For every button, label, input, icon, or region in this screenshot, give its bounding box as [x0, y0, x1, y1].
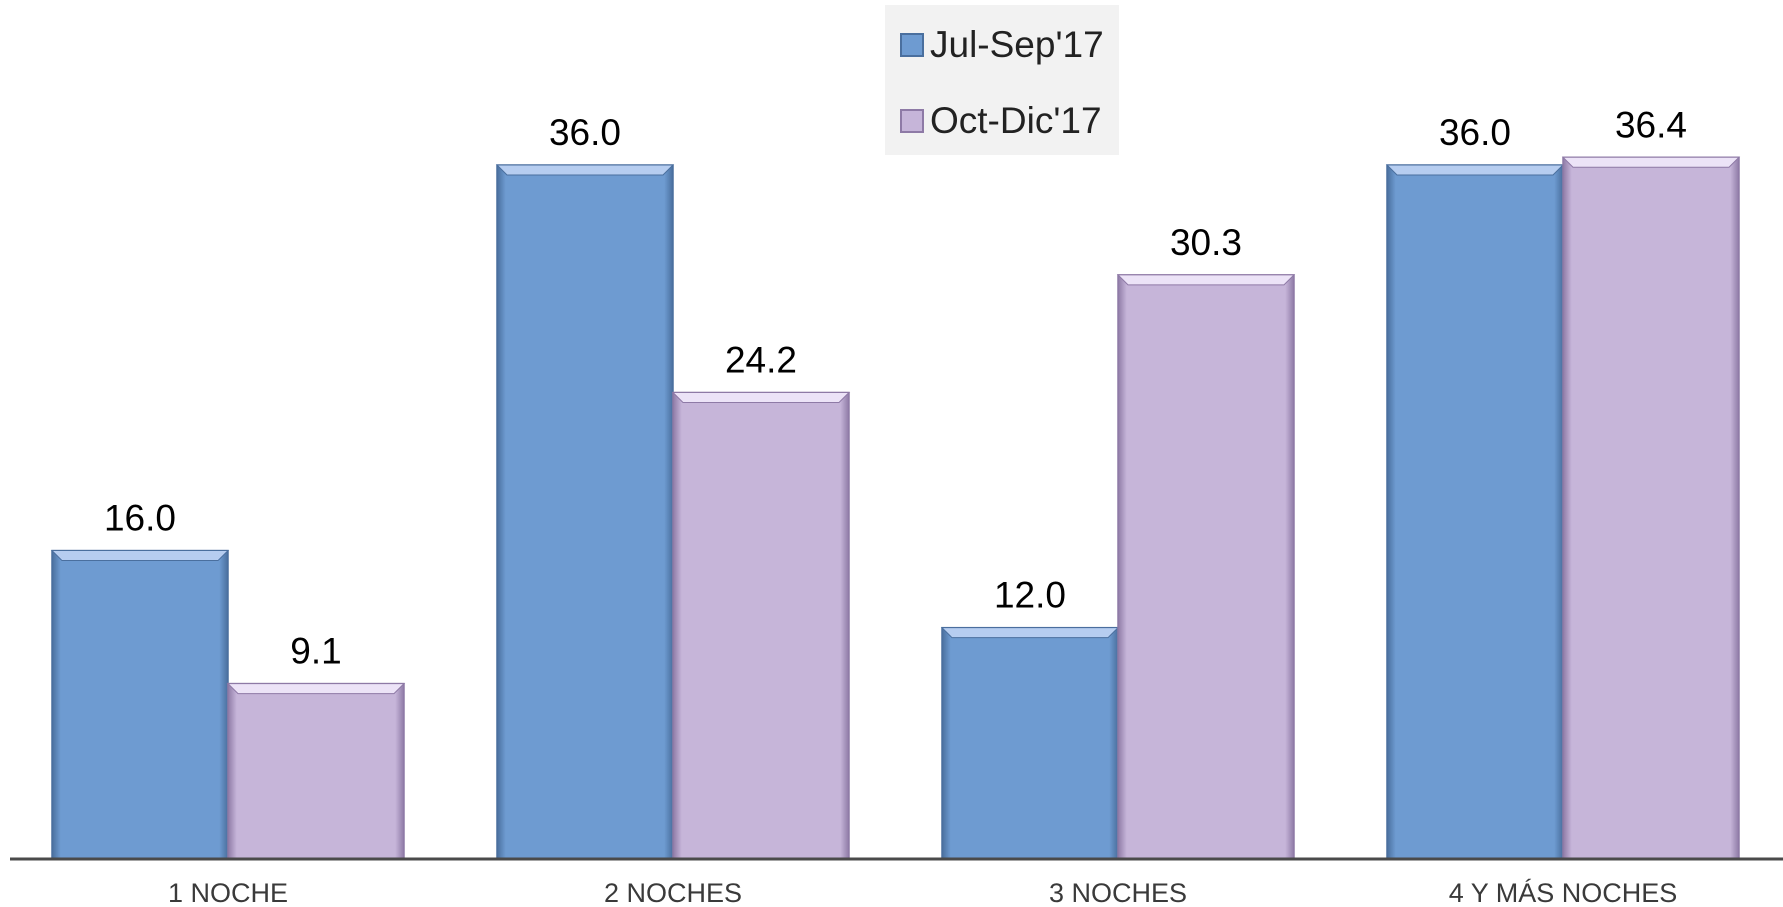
bar-bevel-series-2-2 [671, 391, 851, 403]
x-tick-label-3: 3 NOCHES [1049, 878, 1187, 907]
x-tick-label-2: 2 NOCHES [604, 878, 742, 907]
legend-label-series-2: Oct-Dic'17 [930, 100, 1102, 141]
bar-series-2-4 [1562, 156, 1740, 860]
data-label-series-1-1: 16.0 [104, 498, 176, 539]
x-tick-labels-layer: 1 NOCHE 2 NOCHES 3 NOCHES 4 Y MÁS NOCHES [168, 878, 1677, 907]
data-label-series-2-3: 30.3 [1170, 222, 1242, 263]
bar-bevel-series-1-2 [495, 164, 675, 176]
legend-swatch-series-1 [900, 33, 924, 57]
bar-series-1-1 [51, 549, 229, 860]
bar-bevel-series-1-4 [1385, 164, 1565, 176]
data-labels-layer: 16.0 9.1 36.0 24.2 12.0 30.3 36.0 36.4 [104, 104, 1687, 671]
bar-series-1-2 [496, 164, 674, 860]
data-label-series-2-2: 24.2 [725, 339, 797, 380]
bars-layer [50, 156, 1741, 860]
data-label-series-1-2: 36.0 [549, 112, 621, 153]
data-label-series-2-4: 36.4 [1615, 104, 1687, 145]
bar-bevel-series-2-1 [226, 683, 406, 695]
x-tick-label-1: 1 NOCHE [168, 878, 288, 907]
bar-bevel-series-2-4 [1561, 156, 1741, 168]
bar-series-2-3 [1117, 274, 1295, 860]
bar-series-1-4 [1386, 164, 1564, 860]
bar-series-1-3 [941, 626, 1119, 860]
legend-swatch-series-2 [900, 109, 924, 133]
bar-series-2-1 [227, 682, 405, 860]
data-label-series-1-3: 12.0 [994, 575, 1066, 616]
legend-item-series-1: Jul-Sep'17 [900, 24, 1104, 65]
bar-bevel-series-1-1 [50, 550, 230, 562]
legend-label-series-1: Jul-Sep'17 [930, 24, 1104, 65]
x-tick-label-4: 4 Y MÁS NOCHES [1449, 878, 1678, 907]
bar-bevel-series-1-3 [940, 627, 1120, 639]
chart-legend: Jul-Sep'17 Oct-Dic'17 [885, 5, 1119, 155]
legend-item-series-2: Oct-Dic'17 [900, 100, 1102, 141]
data-label-series-2-1: 9.1 [290, 631, 341, 672]
bar-bevel-series-2-3 [1116, 274, 1296, 286]
data-label-series-1-4: 36.0 [1439, 112, 1511, 153]
bar-series-2-2 [672, 391, 850, 860]
